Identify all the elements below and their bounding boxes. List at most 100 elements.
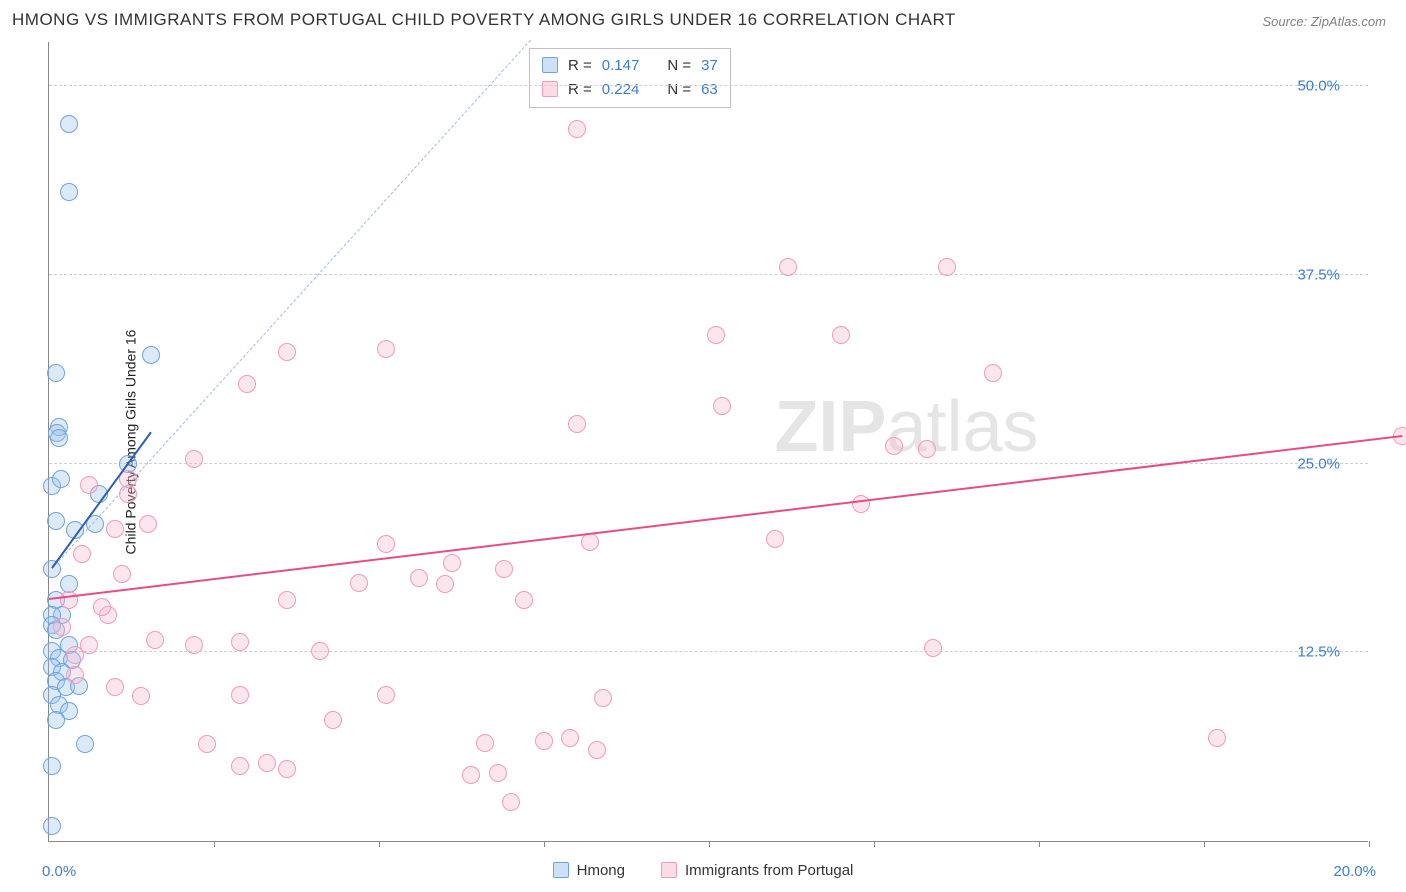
legend-n-prefix: N =: [667, 81, 691, 98]
data-point: [132, 687, 150, 705]
data-point: [231, 633, 249, 651]
source-name: ZipAtlas.com: [1311, 14, 1386, 29]
data-point: [462, 766, 480, 784]
data-point: [80, 476, 98, 494]
data-point: [377, 535, 395, 553]
legend-label: Immigrants from Portugal: [685, 862, 853, 879]
data-point: [185, 450, 203, 468]
data-point: [918, 440, 936, 458]
data-point: [581, 533, 599, 551]
data-point: [707, 326, 725, 344]
legend-r-value: 0.147: [602, 57, 640, 74]
trend-line-hmong: [51, 432, 152, 569]
data-point: [938, 258, 956, 276]
data-point: [139, 515, 157, 533]
chart-area: Child Poverty Among Girls Under 16 ZIPat…: [0, 42, 1406, 892]
correlation-legend-row: R =0.224N =63: [542, 77, 718, 101]
watermark-bold: ZIP: [774, 387, 886, 467]
data-point: [502, 793, 520, 811]
data-point: [47, 364, 65, 382]
legend-item: Hmong: [553, 862, 625, 879]
x-tick: [709, 841, 710, 847]
data-point: [238, 375, 256, 393]
source-attribution: Source: ZipAtlas.com: [1262, 14, 1386, 29]
legend-n-prefix: N =: [667, 57, 691, 74]
data-point: [495, 560, 513, 578]
data-point: [350, 574, 368, 592]
legend-r-prefix: R =: [568, 81, 592, 98]
legend-swatch: [542, 57, 558, 73]
legend-swatch: [542, 81, 558, 97]
data-point: [43, 817, 61, 835]
data-point: [984, 364, 1002, 382]
x-tick: [1039, 841, 1040, 847]
x-tick: [379, 841, 380, 847]
data-point: [43, 560, 61, 578]
x-tick: [874, 841, 875, 847]
data-point: [713, 397, 731, 415]
x-tick: [1369, 841, 1370, 847]
data-point: [185, 636, 203, 654]
data-point: [436, 575, 454, 593]
data-point: [766, 530, 784, 548]
chart-title: HMONG VS IMMIGRANTS FROM PORTUGAL CHILD …: [12, 10, 956, 30]
data-point: [278, 760, 296, 778]
data-point: [924, 639, 942, 657]
data-point: [515, 591, 533, 609]
data-point: [278, 591, 296, 609]
data-point: [1208, 729, 1226, 747]
data-point: [885, 437, 903, 455]
y-tick-label: 37.5%: [1297, 266, 1340, 283]
data-point: [561, 729, 579, 747]
x-tick: [214, 841, 215, 847]
data-point: [377, 340, 395, 358]
data-point: [852, 495, 870, 513]
data-point: [535, 732, 553, 750]
data-point: [93, 598, 111, 616]
data-point: [443, 554, 461, 572]
data-point: [60, 183, 78, 201]
data-point: [198, 735, 216, 753]
data-point: [476, 734, 494, 752]
data-point: [231, 686, 249, 704]
data-point: [832, 326, 850, 344]
legend-swatch: [661, 862, 677, 878]
data-point: [779, 258, 797, 276]
data-point: [76, 735, 94, 753]
data-point: [278, 343, 296, 361]
legend-swatch: [553, 862, 569, 878]
legend-n-value: 37: [701, 57, 718, 74]
series-legend: Hmong Immigrants from Portugal: [0, 862, 1406, 883]
data-point: [324, 711, 342, 729]
correlation-legend: R = 0.147 N = 37 R =0.224N =63: [529, 48, 731, 108]
data-point: [594, 689, 612, 707]
y-tick-label: 50.0%: [1297, 78, 1340, 95]
gridline: [49, 85, 1368, 86]
data-point: [106, 678, 124, 696]
data-point: [588, 741, 606, 759]
legend-label: Hmong: [577, 862, 625, 879]
legend-item: Immigrants from Portugal: [661, 862, 853, 879]
data-point: [50, 429, 68, 447]
data-point: [47, 512, 65, 530]
data-point: [43, 757, 61, 775]
plot-region: ZIPatlas R =0.147N =37R =0.224N =63 12.5…: [48, 42, 1368, 842]
correlation-legend-row: R =0.147N =37: [542, 53, 718, 77]
data-point: [489, 764, 507, 782]
trend-line-portugal: [49, 434, 1402, 599]
data-point: [66, 666, 84, 684]
data-point: [60, 591, 78, 609]
data-point: [258, 754, 276, 772]
data-point: [231, 757, 249, 775]
data-point: [60, 115, 78, 133]
data-point: [47, 711, 65, 729]
data-point: [106, 520, 124, 538]
data-point: [568, 120, 586, 138]
watermark: ZIPatlas: [774, 386, 1038, 468]
trend-line-hmong-extrapolated: [52, 40, 531, 569]
source-prefix: Source:: [1262, 14, 1310, 29]
data-point: [73, 545, 91, 563]
x-tick: [1204, 841, 1205, 847]
data-point: [53, 618, 71, 636]
gridline: [49, 651, 1368, 652]
